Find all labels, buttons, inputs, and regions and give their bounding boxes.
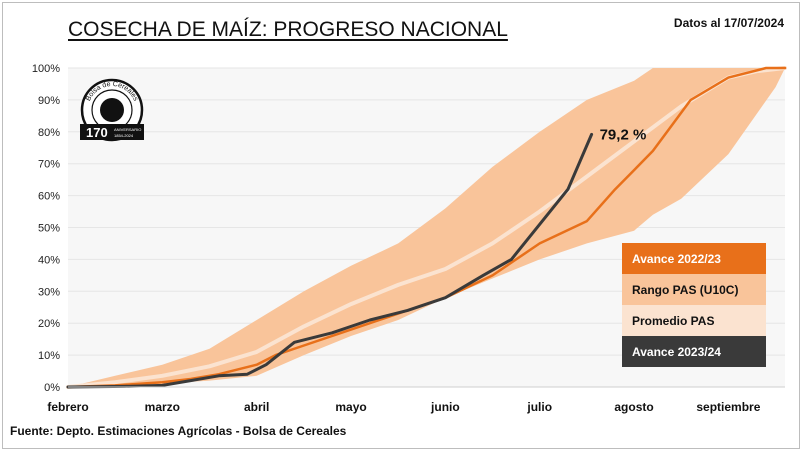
x-tick-label: febrero [47, 400, 88, 414]
x-tick-label: junio [430, 400, 460, 414]
y-tick-label: 60% [38, 191, 60, 203]
legend-swatch [622, 305, 766, 336]
axis-layer: 0% 10% 20% 30% 40% 50% 60% 70% 80% 90% 100% febrero… [32, 63, 785, 414]
x-tick-label: septiembre [696, 400, 760, 414]
y-tick-label: 30% [38, 286, 60, 298]
y-tick-label: 90% [38, 95, 60, 107]
x-tick-label: julio [526, 400, 552, 414]
legend-label: Avance 2022/23 [632, 252, 721, 266]
y-tick-label: 10% [38, 350, 60, 362]
band-rango-pas [68, 68, 785, 387]
logo-center [100, 98, 124, 122]
y-tick-label: 50% [38, 223, 60, 235]
data-date: Datos al 17/07/2024 [673, 16, 784, 30]
logo-anniversary: 170 [86, 125, 108, 140]
y-tick-label: 20% [38, 318, 60, 330]
y-tick-label: 80% [38, 127, 60, 139]
legend-label: Avance 2023/24 [632, 345, 721, 359]
legend-swatch [622, 243, 766, 274]
legend-swatch [622, 274, 766, 305]
line-avance-2023-24 [66, 132, 594, 389]
logo: Bolsa de Cereales 170 ANIVERSARIO 1854-2… [80, 78, 144, 142]
legend-label: Rango PAS (U10C) [632, 283, 738, 297]
current-value-annotation: 79,2 % [600, 126, 647, 143]
chart-title: COSECHA DE MAÍZ: PROGRESO NACIONAL [68, 18, 508, 41]
legend: Avance 2022/23 Rango PAS (U10C) Promedio P… [622, 243, 766, 367]
x-tick-label: mayo [335, 400, 366, 414]
y-tick-label: 70% [38, 159, 60, 171]
x-tick-label: agosto [614, 400, 653, 414]
logo-years: 1854-2024 [114, 133, 134, 138]
x-tick-label: abril [244, 400, 269, 414]
y-tick-label: 40% [38, 254, 60, 266]
x-tick-label: marzo [145, 400, 180, 414]
logo-banner [80, 124, 144, 140]
legend-swatch [622, 336, 766, 367]
source-note: Fuente: Depto. Estimaciones Agrícolas - … [10, 424, 347, 438]
series-layer [66, 66, 787, 389]
y-tick-label: 0% [44, 382, 60, 394]
legend-label: Promedio PAS [632, 314, 714, 328]
y-tick-label: 100% [32, 63, 60, 75]
logo-anniversary-label: ANIVERSARIO [114, 127, 141, 132]
